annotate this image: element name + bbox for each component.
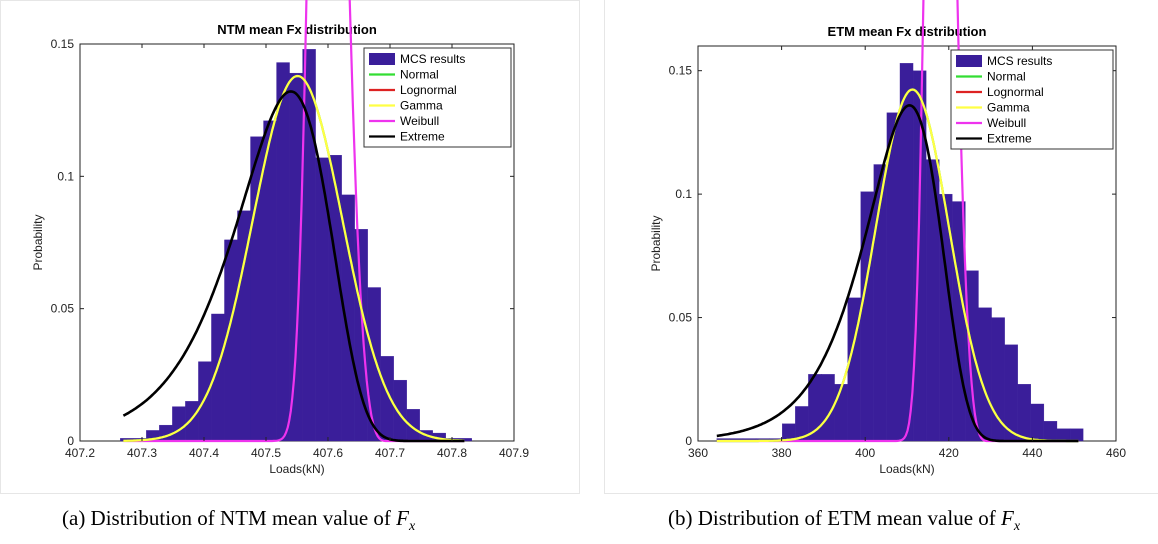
histogram-bar bbox=[886, 112, 901, 442]
x-tick-label: 407.9 bbox=[499, 446, 529, 460]
etm-fx-chart: ETM mean Fx distribution 360 380 400 420 440 4… bbox=[649, 0, 1126, 476]
chart-title: ETM mean Fx distribution bbox=[828, 24, 987, 39]
fit-curve-extreme bbox=[122, 90, 465, 443]
legend-label-lognormal: Lognormal bbox=[987, 85, 1044, 99]
caption-etm: (b) Distribution of ETM mean value of Fx bbox=[668, 506, 1020, 535]
y-tick-label: 0.15 bbox=[51, 37, 75, 51]
x-tick-label: 407.7 bbox=[375, 446, 405, 460]
legend-label-normal: Normal bbox=[400, 68, 439, 82]
histogram-bar bbox=[393, 379, 407, 442]
y-tick-label: 0.1 bbox=[57, 169, 74, 183]
histogram-bar bbox=[185, 401, 199, 442]
chart-title: NTM mean Fx distribution bbox=[217, 22, 377, 37]
histogram-bar bbox=[834, 384, 848, 442]
caption-text: (b) Distribution of ETM mean value of bbox=[668, 506, 1002, 530]
histogram-bar bbox=[912, 70, 927, 442]
legend-label-mcs: MCS results bbox=[400, 52, 465, 66]
caption-ntm: (a) Distribution of NTM mean value of Fx bbox=[62, 506, 415, 535]
y-tick-label: 0 bbox=[685, 434, 692, 448]
histogram-bar bbox=[1017, 384, 1031, 442]
histogram-bar bbox=[263, 120, 277, 442]
histogram-bars bbox=[120, 49, 472, 442]
x-tick-label: 360 bbox=[688, 446, 708, 460]
x-tick-label: 407.5 bbox=[251, 446, 281, 460]
y-tick-label: 0.1 bbox=[675, 187, 692, 201]
histogram-bar bbox=[899, 63, 914, 442]
y-tick-label: 0.05 bbox=[669, 311, 693, 325]
ntm-fx-chart: NTM mean Fx distribution 407.2 407.3 407.4 4… bbox=[31, 0, 529, 476]
chart-panel-etm: ETM mean Fx distribution 360 380 400 420 440 4… bbox=[604, 0, 1158, 494]
caption-symbol: F bbox=[1001, 506, 1014, 530]
histogram-bar bbox=[172, 406, 186, 442]
fit-curve-gamma bbox=[123, 74, 465, 442]
legend-label-lognormal: Lognormal bbox=[400, 83, 457, 97]
panel-frame bbox=[604, 0, 1158, 494]
legend-label-extreme: Extreme bbox=[400, 130, 445, 144]
fit-curve-extreme bbox=[716, 103, 1079, 443]
histogram-bar bbox=[328, 155, 342, 442]
x-tick-label: 407.8 bbox=[437, 446, 467, 460]
x-axis-label: Loads(kN) bbox=[879, 462, 934, 476]
x-tick-label: 420 bbox=[939, 446, 959, 460]
panel-frame bbox=[0, 0, 580, 494]
histogram-bar bbox=[341, 194, 355, 442]
legend-swatch-mcs bbox=[369, 53, 395, 65]
y-axis-label: Probability bbox=[31, 214, 45, 270]
histogram-bar bbox=[1043, 421, 1058, 442]
legend-label-weibull: Weibull bbox=[987, 116, 1026, 130]
y-axis-label: Probability bbox=[649, 215, 663, 271]
histogram-bar bbox=[1030, 403, 1045, 442]
y-tick-label: 0.05 bbox=[51, 302, 75, 316]
x-tick-label: 380 bbox=[772, 446, 792, 460]
histogram-bar bbox=[1069, 428, 1084, 442]
chart-panel-ntm: NTM mean Fx distribution 407.2 407.3 407.4 4… bbox=[0, 0, 580, 494]
x-tick-label: 400 bbox=[855, 446, 875, 460]
caption-symbol: F bbox=[396, 506, 409, 530]
histogram-bar bbox=[159, 424, 173, 442]
legend-label-gamma: Gamma bbox=[987, 101, 1030, 115]
legend-swatch-mcs bbox=[956, 55, 982, 67]
caption-text: (a) Distribution of NTM mean value of bbox=[62, 506, 397, 530]
x-tick-label: 440 bbox=[1022, 446, 1042, 460]
legend-label-weibull: Weibull bbox=[400, 114, 439, 128]
histogram-bar bbox=[198, 361, 212, 442]
caption-subscript: x bbox=[409, 519, 416, 535]
legend-label-extreme: Extreme bbox=[987, 132, 1032, 146]
histogram-bar bbox=[276, 62, 290, 442]
legend-label-mcs: MCS results bbox=[987, 54, 1052, 68]
x-tick-label: 407.6 bbox=[313, 446, 343, 460]
histogram-bar bbox=[1056, 428, 1071, 442]
x-tick-label: 460 bbox=[1106, 446, 1126, 460]
x-tick-label: 407.3 bbox=[127, 446, 157, 460]
x-axis-label: Loads(kN) bbox=[269, 462, 324, 476]
legend-label-normal: Normal bbox=[987, 70, 1026, 84]
x-tick-label: 407.2 bbox=[65, 446, 95, 460]
legend-label-gamma: Gamma bbox=[400, 99, 443, 113]
y-tick-label: 0 bbox=[67, 434, 74, 448]
caption-subscript: x bbox=[1013, 519, 1021, 535]
fit-curve-gamma bbox=[716, 88, 1079, 443]
x-tick-label: 407.4 bbox=[189, 446, 219, 460]
y-tick-label: 0.15 bbox=[669, 64, 693, 78]
